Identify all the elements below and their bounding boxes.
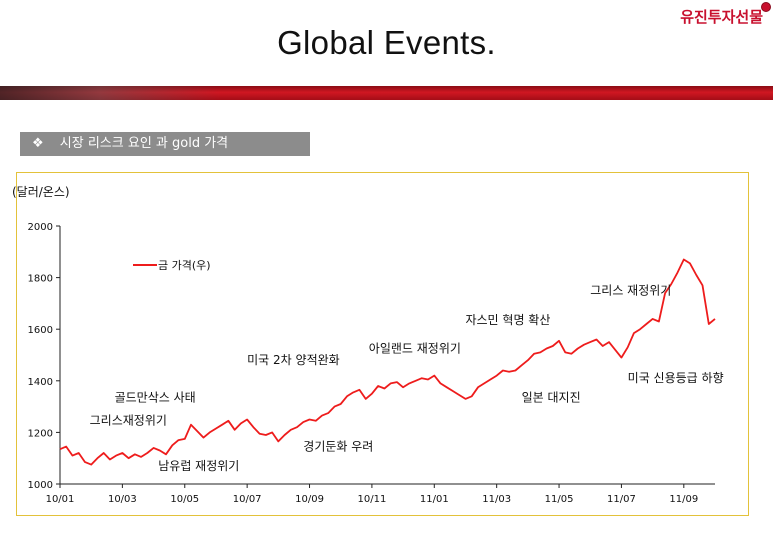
y-tick-label: 2000 [28, 222, 53, 233]
chart-annotation: 미국 2차 양적완화 [247, 353, 340, 367]
brand-logo-icon [761, 2, 771, 12]
header-banner-sweep [0, 86, 400, 100]
chart-annotation: 그리스재정위기 [90, 414, 167, 428]
y-axis-ticks: 1000 1200 1400 1600 1800 2000 [28, 222, 60, 491]
legend-label: 금 가격(우) [158, 259, 211, 272]
section-label: ❖ 시장 리스크 요인 과 gold 가격 [20, 132, 310, 156]
x-tick-label: 11/03 [482, 494, 511, 505]
y-tick-label: 1400 [28, 377, 53, 388]
x-tick-label: 11/01 [420, 494, 449, 505]
x-tick-label: 11/05 [545, 494, 574, 505]
brand-logo-text: 유진투자선물 [680, 8, 763, 26]
y-axis-unit-label: (달러/온스) [12, 185, 70, 199]
chart-annotation: 아일랜드 재정위기 [369, 341, 461, 355]
x-tick-label: 10/07 [233, 494, 262, 505]
diamond-bullet-icon: ❖ [32, 136, 44, 151]
series-line-gold-price [59, 258, 716, 466]
x-tick-label: 10/03 [108, 494, 137, 505]
x-tick-label: 10/05 [170, 494, 199, 505]
page-title: Global Events. [277, 24, 496, 61]
chart-annotation: 미국 신용등급 하향 [628, 371, 724, 385]
chart-annotation: 남유럽 재정위기 [158, 459, 239, 473]
chart-annotation: 자스민 혁명 확산 [465, 313, 550, 327]
x-tick-label: 11/07 [607, 494, 636, 505]
chart-annotation: 골드만삭스 사태 [115, 390, 196, 404]
y-tick-label: 1200 [28, 428, 53, 439]
chart-frame [16, 172, 749, 516]
x-tick-label: 11/09 [669, 494, 698, 505]
x-tick-label: 10/09 [295, 494, 324, 505]
x-axis-ticks: 10/01 10/03 10/05 10/07 10/09 10/11 11/01 11/03… [46, 484, 698, 505]
y-tick-label: 1000 [28, 480, 53, 491]
y-tick-label: 1800 [28, 274, 53, 285]
x-tick-label: 10/01 [46, 494, 75, 505]
chart-annotation: 일본 대지진 [522, 390, 581, 404]
chart-axes [59, 226, 715, 485]
x-tick-label: 10/11 [357, 494, 386, 505]
y-tick-label: 1600 [28, 325, 53, 336]
chart-annotation: 경기둔화 우려 [303, 439, 373, 453]
chart-legend: 금 가격(우) [133, 259, 211, 272]
chart-annotation: 그리스 재정위기 [590, 283, 671, 297]
section-label-text: 시장 리스크 요인 과 gold 가격 [59, 136, 229, 151]
